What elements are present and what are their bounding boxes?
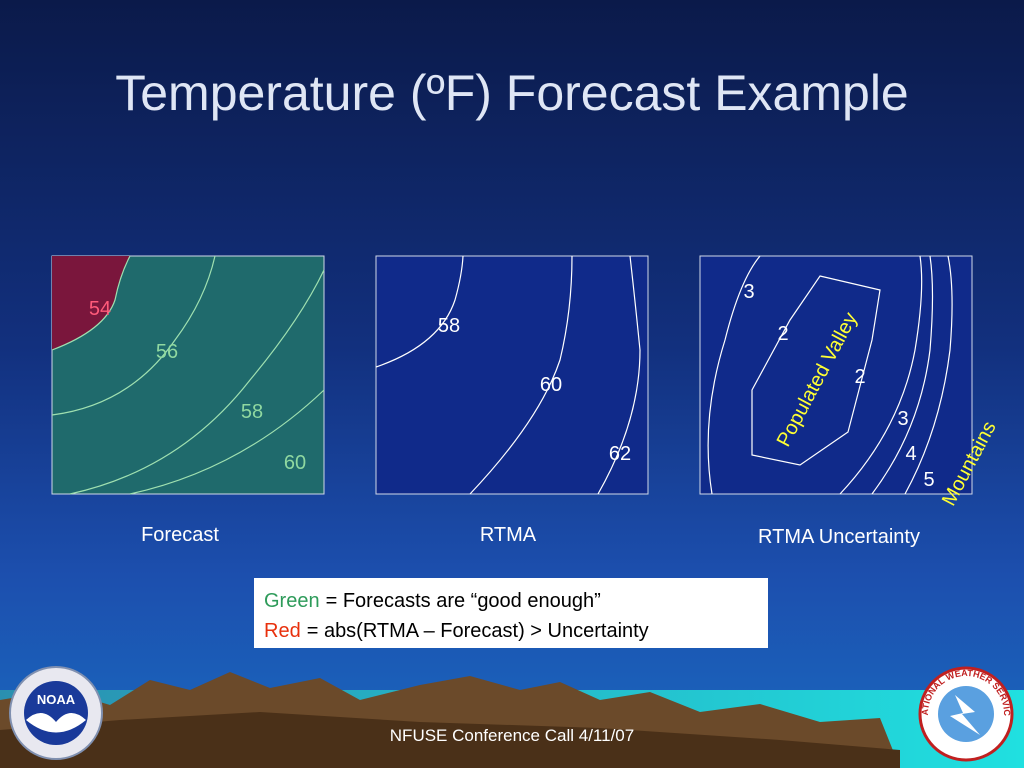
legend-line: Red = abs(RTMA – Forecast) > Uncertainty: [264, 620, 649, 642]
legend-box: [254, 578, 768, 648]
contour-label: 62: [609, 443, 631, 465]
legend-line: Green = Forecasts are “good enough”: [264, 590, 601, 612]
contour-label: 5: [923, 469, 934, 491]
forecast-panel: 54 56 58 60 Forecast: [51, 255, 325, 546]
contour: [129, 389, 325, 495]
legend-text: = Forecasts are “good enough”: [326, 590, 601, 612]
legend-key: Red: [264, 620, 301, 642]
uncertainty-panel: 3 2 2 3 4 5 Populated Valley Mountains R…: [699, 255, 1001, 548]
logo-disc: [24, 681, 88, 745]
contour-label: 4: [905, 443, 916, 465]
contour-label: 3: [897, 408, 908, 430]
footer: NFUSE Conference Call 4/11/07: [390, 726, 634, 745]
rtma-panel: 58 60 62 RTMA: [375, 255, 649, 546]
contour: [904, 255, 953, 495]
contour-label: 58: [438, 315, 460, 337]
red-region: [52, 256, 130, 350]
caption: RTMA Uncertainty: [758, 526, 920, 548]
logo-disc: [938, 686, 994, 742]
contour: [597, 255, 641, 495]
contour-label: 58: [241, 401, 263, 423]
panel: [375, 255, 649, 495]
logo-bolt: [950, 695, 980, 735]
contour-label: 56: [156, 341, 178, 363]
contour-label: 2: [777, 323, 788, 345]
legend: Green = Forecasts are “good enough” Red = …: [254, 578, 768, 648]
contour-label: 60: [284, 452, 306, 474]
title: Temperature (ºF) Forecast Example: [115, 65, 909, 121]
logo-bird: [26, 712, 86, 733]
caption: RTMA: [480, 524, 537, 546]
contour: [375, 255, 464, 368]
caption: Forecast: [141, 524, 219, 546]
contour: [469, 255, 573, 495]
noaa-logo: NOAA: [9, 666, 103, 760]
legend-text: = abs(RTMA – Forecast) > Uncertainty: [307, 620, 649, 642]
logo-text: NOAA: [37, 692, 76, 707]
contour: [839, 255, 923, 495]
contour-label: 3: [743, 281, 754, 303]
contour-label: 2: [854, 366, 865, 388]
contour: [51, 255, 131, 351]
contour: [871, 255, 934, 495]
contour: [707, 255, 761, 495]
panel: [699, 255, 973, 495]
contour: [51, 255, 216, 416]
contour-label: 54: [89, 298, 111, 320]
contour: [69, 269, 325, 495]
contour-label: 60: [540, 374, 562, 396]
legend-key: Green: [264, 590, 320, 612]
contour: [751, 275, 881, 466]
mountains-shadow: [0, 712, 900, 768]
